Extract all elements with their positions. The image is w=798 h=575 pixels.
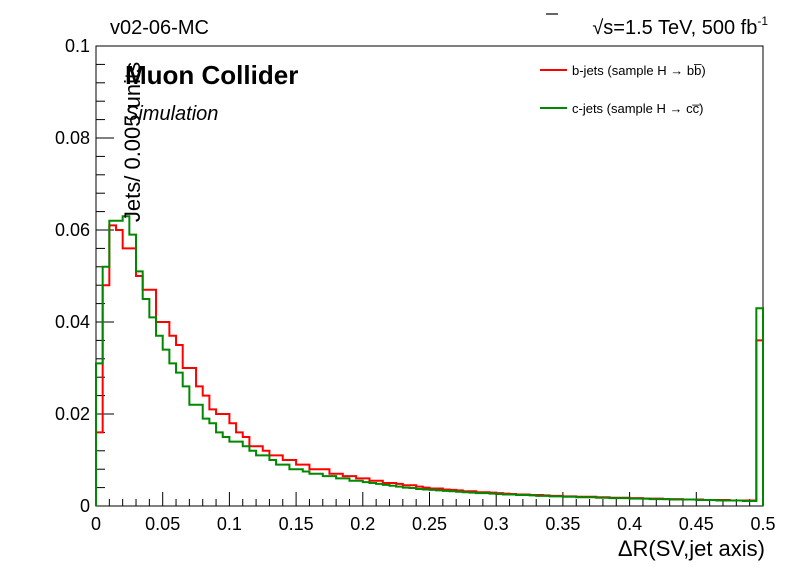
y-tick-labels: 0 0.02 0.04 0.06 0.08 0.1 [55,36,90,516]
legend-label-b: b-jets (sample H → bb̅) [572,63,706,78]
x-tick-label: 0.25 [412,514,447,534]
x-tick-label: 0.4 [617,514,642,534]
subbrand-label: Simulation [125,103,218,125]
energy-sqrt: √ [592,17,603,39]
x-tick-label: 0 [91,514,101,534]
y-tick-label: 0.02 [55,404,90,424]
legend: b-jets (sample H → bb̅) c-jets (sample H… [540,63,706,116]
top-left-label: v02-06-MC [110,17,209,39]
energy-exp: -1 [757,14,768,28]
x-tick-label: 0.1 [217,514,242,534]
x-tick-label: 0.3 [484,514,509,534]
legend-label-c: c-jets (sample H → cc̅) [572,101,703,116]
series-group [95,215,764,506]
x-tick-label: 0.15 [279,514,314,534]
x-tick-label: 0.2 [350,514,375,534]
y-axis-title: Jets/ 0.005 units [120,62,145,222]
y-tick-label: 0 [80,496,90,516]
plot-frame [95,45,764,507]
x-tick-labels: 0 0.05 0.1 0.15 0.2 0.25 0.3 0.35 0.4 0.45 0.5 [91,514,776,534]
x-tick-label: 0.05 [145,514,180,534]
series-c-jets [95,215,764,506]
histogram-line [95,215,764,506]
y-tick-label: 0.1 [65,36,90,56]
y-tick-label: 0.06 [55,220,90,240]
brand-label: Muon Collider [125,60,298,90]
x-tick-label: 0.35 [545,514,580,534]
x-axis-title: ΔR(SV,jet axis) [618,536,765,561]
x-tick-label: 0.45 [679,514,714,534]
y-tick-label: 0.04 [55,312,90,332]
x-tick-label: 0.5 [750,514,775,534]
energy-label: √s=1.5 TeV, 500 fb-1 [592,14,768,39]
energy-text: s=1.5 TeV, 500 fb [603,17,757,39]
y-tick-label: 0.08 [55,128,90,148]
